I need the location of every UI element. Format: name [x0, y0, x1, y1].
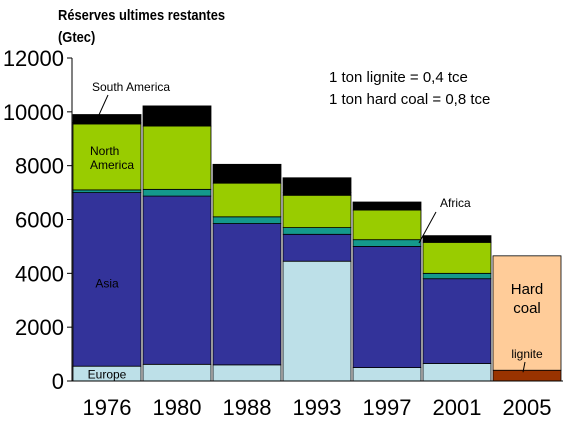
leader-line-south-america [97, 94, 109, 118]
bar-segment-north-america-1993 [282, 194, 352, 228]
x-tick-label: 1976 [83, 395, 132, 420]
bar-segment-europe-1997 [352, 367, 422, 382]
bar-segment-asia-1993 [282, 233, 352, 262]
conversion-note-hard-coal: 1 ton hard coal = 0,8 tce [329, 91, 490, 108]
bar-segment-south-america-2001 [422, 235, 492, 242]
label-hard-coal-line1: Hard [511, 281, 544, 298]
x-tick-label: 2001 [433, 395, 482, 420]
bar-segment-hard-coal-2005 [492, 255, 562, 371]
bar-segment-south-america-1976 [72, 114, 142, 124]
bar-segment-africa-1976 [72, 189, 142, 193]
y-tick-label: 0 [52, 369, 64, 394]
x-tick-label: 2005 [503, 395, 552, 420]
bar-segment-south-america-1997 [352, 201, 422, 211]
y-tick-label: 12000 [3, 46, 64, 71]
leader-line-lignite [522, 361, 526, 373]
bar-segment-europe-1988 [212, 364, 282, 382]
y-tick-label: 4000 [15, 261, 64, 286]
bar-segment-asia-1988 [212, 223, 282, 366]
label-hard-coal-line2: coal [513, 300, 541, 317]
bar-segment-north-america-1976 [72, 123, 142, 191]
bar-segment-asia-1976 [72, 192, 142, 367]
label-europe: Europe [88, 368, 127, 382]
bar-segment-south-america-1980 [142, 105, 212, 127]
y-tick-label: 2000 [15, 315, 64, 340]
bar-segment-north-america-1988 [212, 182, 282, 218]
x-tick-label: 1980 [153, 395, 202, 420]
label-lignite: lignite [511, 347, 543, 361]
bar-segment-other-1993 [282, 192, 352, 196]
chart-title-line2: (Gtec) [58, 29, 96, 46]
bar-segment-asia-1997 [352, 246, 422, 368]
bar-segment-africa-2001 [422, 272, 492, 280]
label-africa: Africa [440, 196, 471, 210]
bar-segment-africa-1993 [282, 227, 352, 235]
bar-segment-europe-1993 [282, 260, 352, 382]
bar-segment-asia-2001 [422, 278, 492, 364]
bar-segment-south-america-1993 [282, 177, 352, 193]
leader-line-africa [418, 211, 437, 244]
bar-segment-asia-1980 [142, 195, 212, 365]
bar-segment-north-america-1980 [142, 125, 212, 190]
y-tick-label: 6000 [15, 208, 64, 233]
x-tick-label: 1997 [363, 395, 412, 420]
conversion-note-lignite: 1 ton lignite = 0,4 tce [329, 69, 468, 86]
bar-segment-south-america-1988 [212, 163, 282, 184]
label-north-america-line2: America [90, 158, 134, 172]
bar-segment-lignite-2005 [492, 369, 562, 382]
label-south-america: South America [92, 80, 170, 94]
bar-segment-europe-1980 [142, 363, 212, 382]
bar-segment-africa-1997 [352, 239, 422, 247]
bar-segment-north-america-1997 [352, 209, 422, 241]
label-north-america-line1: North [90, 144, 119, 158]
bar-segment-europe-2001 [422, 363, 492, 382]
bar-segment-africa-1980 [142, 188, 212, 197]
y-tick-label: 8000 [15, 154, 64, 179]
x-tick-label: 1988 [223, 395, 272, 420]
bar-segment-north-america-2001 [422, 241, 492, 274]
y-tick-label: 10000 [3, 100, 64, 125]
chart-title-line1: Réserves ultimes restantes [58, 7, 226, 24]
bar-segment-africa-1988 [212, 216, 282, 224]
label-asia: Asia [95, 276, 119, 290]
x-tick-label: 1993 [293, 395, 342, 420]
